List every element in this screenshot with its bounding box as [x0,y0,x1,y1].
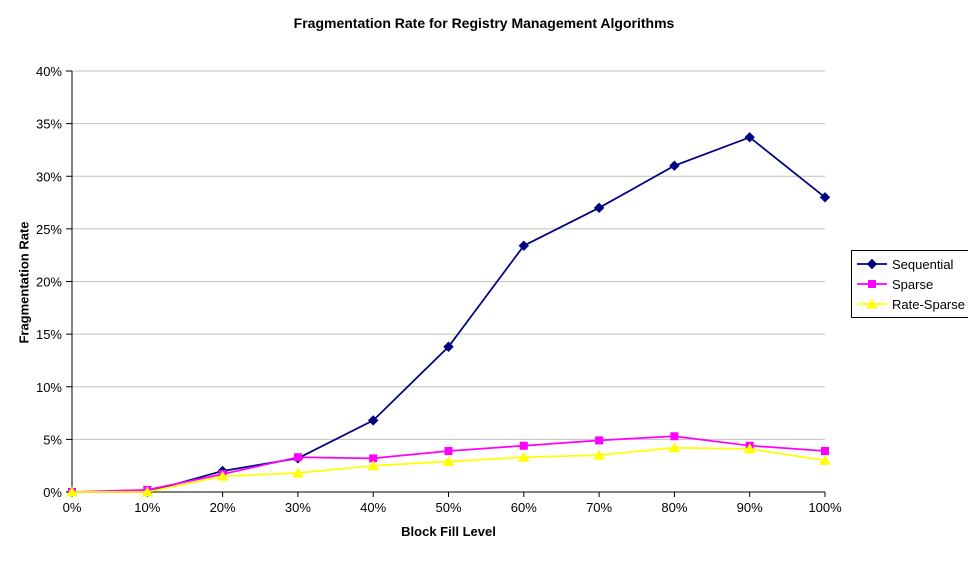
legend-item-sequential: Sequential [856,254,965,274]
series-marker-rate-sparse [442,455,455,466]
x-tick-label: 90% [737,500,763,515]
series-marker-rate-sparse [517,451,530,462]
y-tick-label: 5% [43,432,62,447]
series-marker-sparse [444,446,453,455]
legend: Sequential Sparse Rate-Sparse [851,250,968,318]
legend-square-icon [857,280,887,288]
x-tick-label: 0% [63,500,82,515]
x-axis-title: Block Fill Level [401,524,496,539]
y-tick-label: 0% [43,485,62,500]
y-axis-title: Fragmentation Rate [16,221,32,344]
series-marker-rate-sparse [66,486,78,497]
y-tick-label: 15% [36,327,62,342]
series-marker-rate-sparse [141,486,154,497]
legend-label: Sequential [892,256,954,272]
y-tick-label: 35% [36,117,62,132]
legend-triangle-icon [857,298,887,309]
series-marker-sequential [669,160,680,171]
y-tick-label: 10% [36,380,62,395]
x-tick-label: 50% [435,500,461,515]
series-marker-sparse [293,453,302,462]
series-marker-rate-sparse [743,443,756,454]
x-tick-label: 40% [360,500,386,515]
legend-diamond-icon [857,258,887,270]
series-marker-rate-sparse [819,454,831,465]
y-tick-label: 20% [36,275,62,290]
x-tick-label: 30% [285,500,311,515]
x-tick-label: 80% [661,500,687,515]
x-tick-label: 100% [808,500,842,515]
series-marker-sparse [519,441,528,450]
series-marker-sparse [595,436,604,445]
series-marker-sparse [821,446,829,455]
legend-label: Rate-Sparse [892,296,965,312]
series-line-sequential [72,136,826,493]
series-marker-rate-sparse [668,442,681,453]
series-marker-rate-sparse [593,449,605,460]
series-marker-sequential [518,240,530,251]
legend-item-sparse: Sparse [856,274,965,294]
series-marker-rate-sparse [216,470,229,481]
x-tick-label: 10% [134,500,160,515]
series-marker-sequential [819,192,831,203]
series-marker-sparse [369,454,378,463]
chart-title: Fragmentation Rate for Registry Manageme… [293,15,675,31]
series-marker-sparse [670,432,679,441]
series-marker-sequential [367,415,379,426]
y-tick-label: 40% [36,64,62,79]
series-marker-sequential [593,202,605,214]
series-marker-rate-sparse [292,467,304,478]
series-marker-sequential [744,132,755,143]
x-tick-label: 20% [210,500,236,515]
x-tick-label: 60% [511,500,537,515]
x-tick-label: 70% [586,500,612,515]
legend-label: Sparse [892,276,934,292]
series-marker-sequential [443,341,454,352]
series-marker-rate-sparse [367,460,380,471]
y-tick-label: 30% [36,169,62,184]
y-tick-label: 25% [36,222,62,237]
legend-item-rate-sparse: Rate-Sparse [856,294,965,314]
